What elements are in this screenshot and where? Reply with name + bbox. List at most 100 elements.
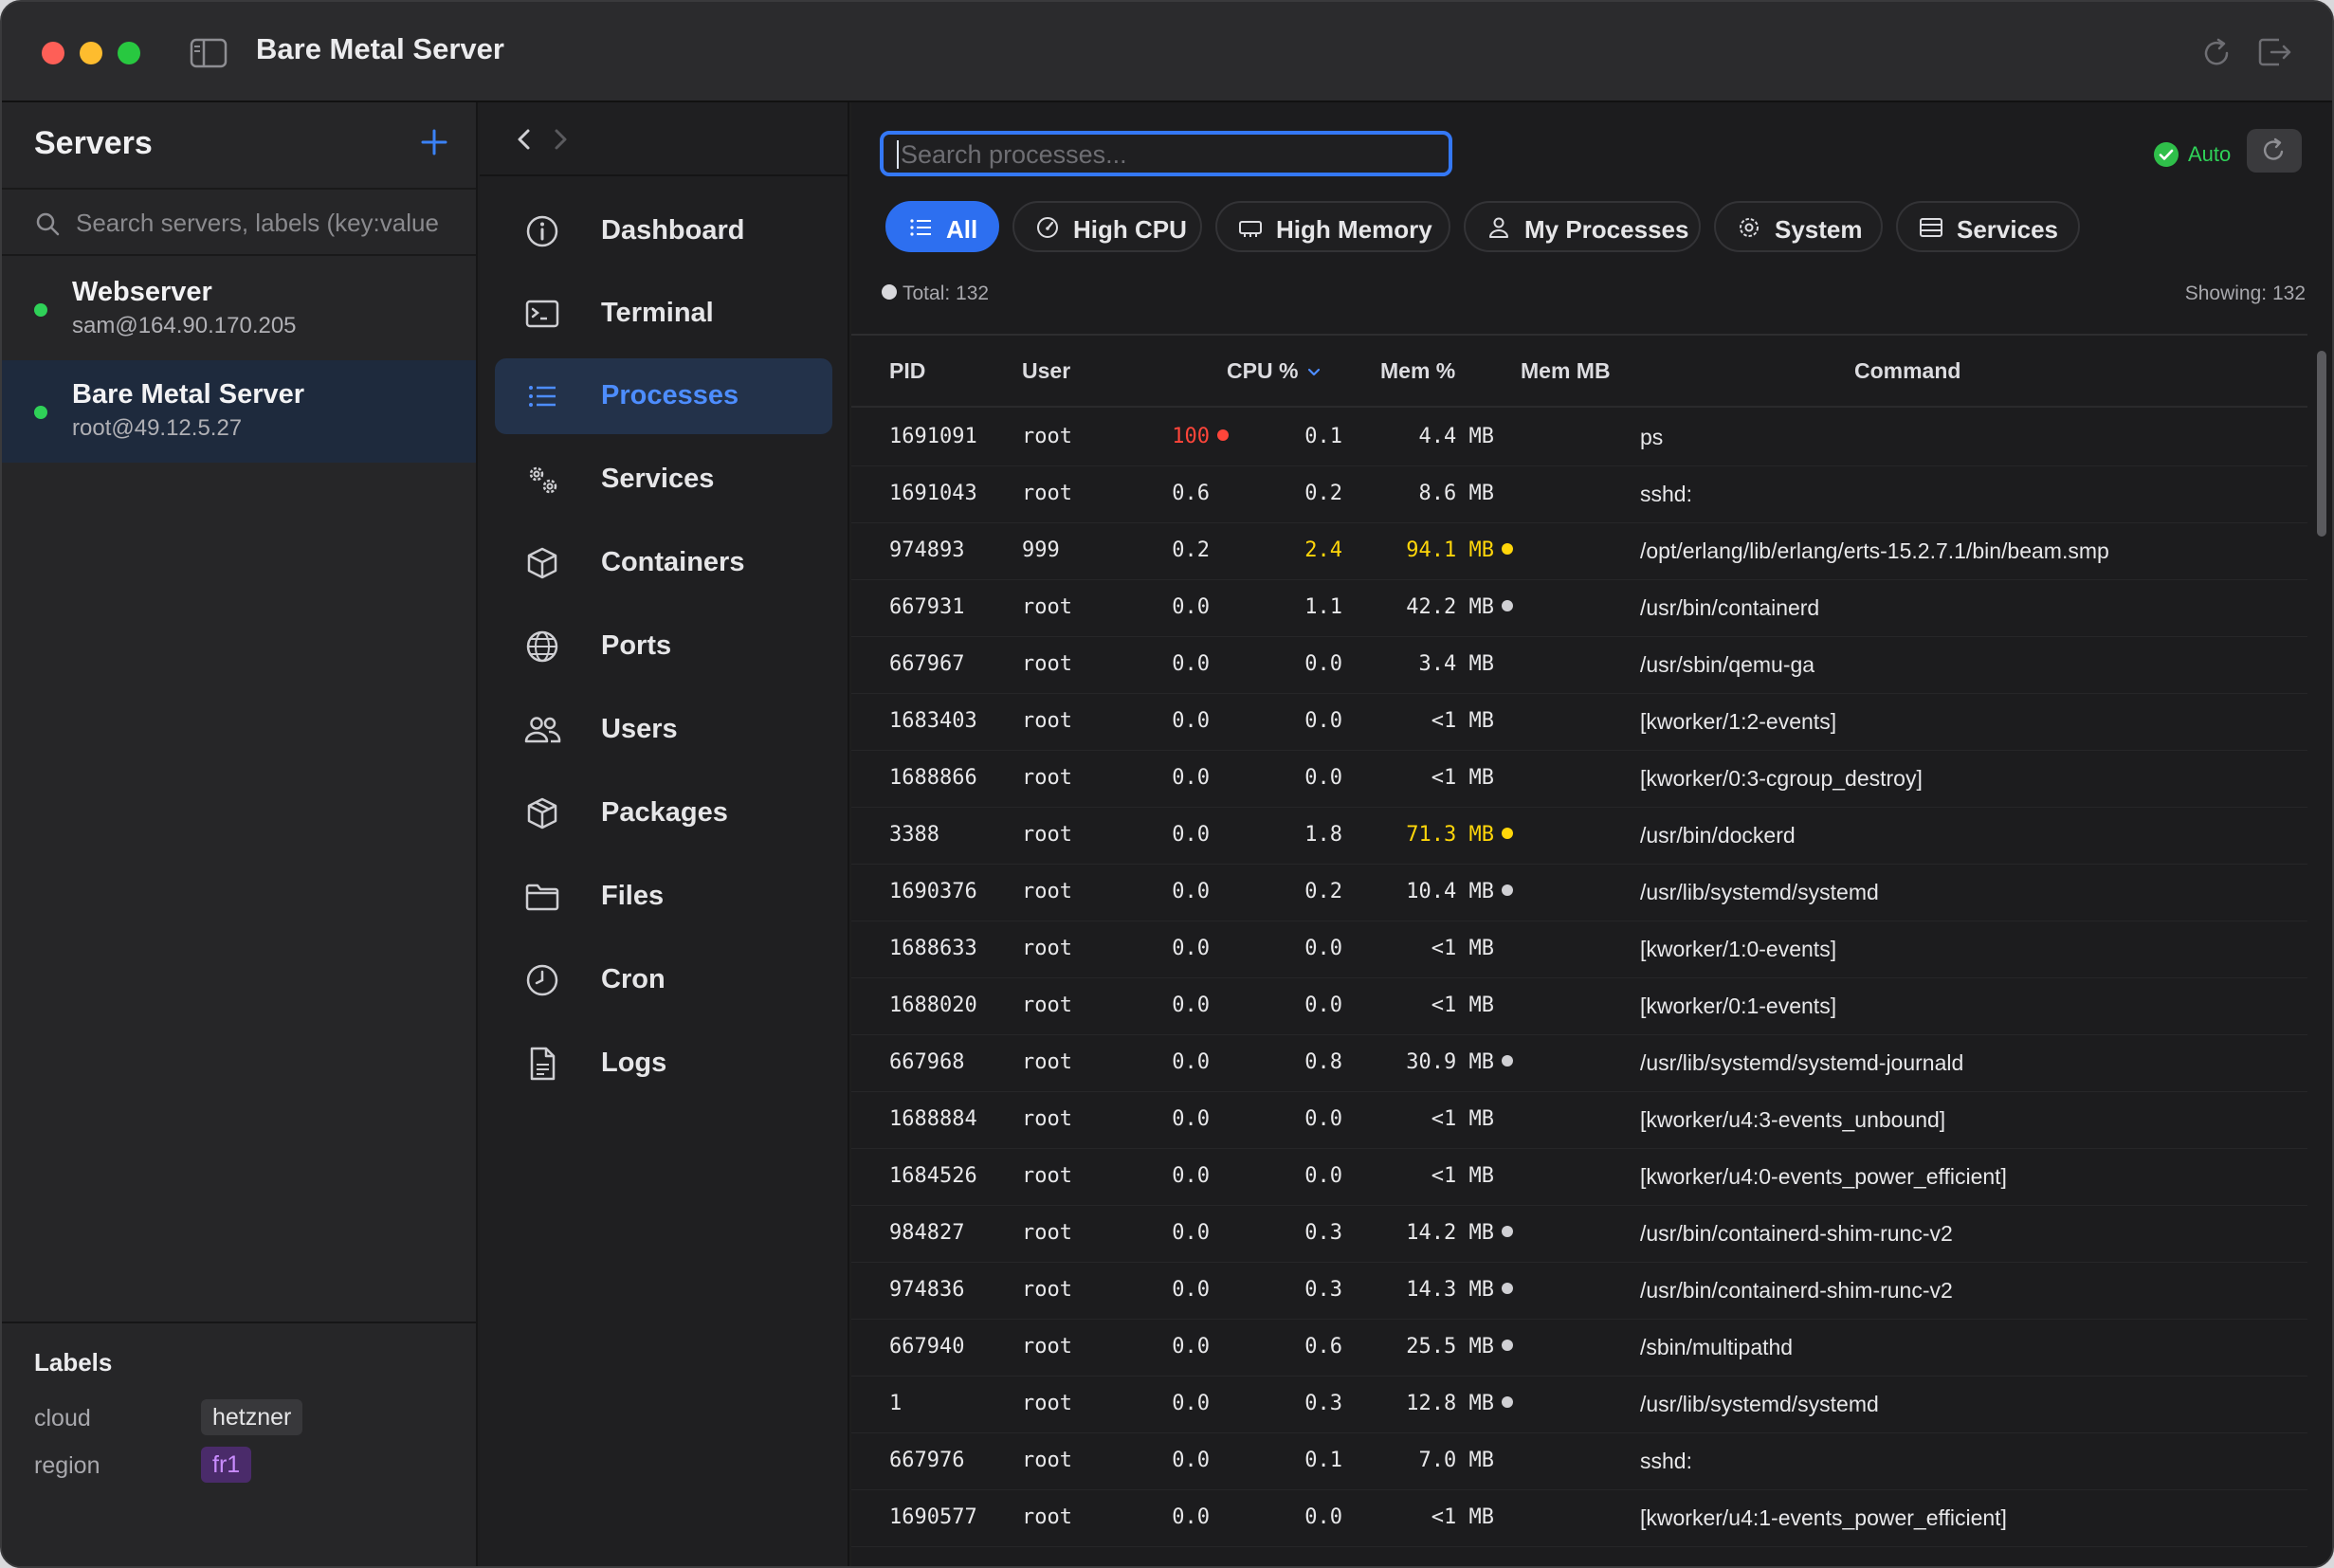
nav-item-services[interactable]: Services: [495, 442, 832, 518]
folder-icon: [525, 884, 559, 911]
cell-mem: 0.0: [1304, 766, 1342, 790]
nav-item-files[interactable]: Files: [495, 859, 832, 935]
cell-mem: 2.4: [1304, 538, 1342, 562]
table-row[interactable]: 1684526 root 0.0 0.0 <1 MB [kworker/u4:0-even…: [851, 1149, 2307, 1206]
cell-command: /usr/sbin/qemu-ga: [1640, 652, 1815, 677]
labels-heading: Labels: [34, 1348, 113, 1377]
refresh-icon[interactable]: [2197, 34, 2235, 72]
cell-command: /usr/bin/containerd-shim-runc-v2: [1640, 1221, 1953, 1246]
cell-mem: 0.6: [1304, 1335, 1342, 1358]
cell-cpu: 0.0: [1172, 709, 1210, 733]
cell-pid: 667976: [889, 1449, 965, 1472]
nav-item-users[interactable]: Users: [495, 692, 832, 768]
filter-services[interactable]: Services: [1896, 201, 2080, 252]
table-row[interactable]: 1688884 root 0.0 0.0 <1 MB [kworker/u4:3-even…: [851, 1092, 2307, 1149]
table-row[interactable]: 1 root 0.0 0.3 12.8 MB/usr/lib/systemd/syste…: [851, 1377, 2307, 1433]
process-search-input[interactable]: Search processes...: [901, 140, 1127, 169]
mem-mb-value: <1 MB: [1431, 994, 1494, 1017]
table-row[interactable]: 984827 root 0.0 0.3 14.2 MB/usr/bin/containe…: [851, 1206, 2307, 1263]
globe-icon: [526, 630, 558, 663]
gears-icon: [529, 466, 557, 494]
package-icon: [527, 797, 557, 830]
refresh-button[interactable]: [2247, 129, 2302, 173]
label-value-tag[interactable]: hetzner: [201, 1399, 303, 1435]
nav-item-processes[interactable]: Processes: [495, 358, 832, 434]
mem-mb-value: <1 MB: [1431, 709, 1494, 733]
filter-high-cpu[interactable]: High CPU: [1012, 201, 1202, 252]
filter-label: All: [946, 215, 978, 244]
table-row[interactable]: 667940 root 0.0 0.6 25.5 MB/sbin/multipathd: [851, 1320, 2307, 1377]
column-header-pid[interactable]: PID: [889, 358, 926, 383]
process-table: PID User CPU % Mem % Mem MB Command 1691…: [851, 334, 2307, 1566]
table-row[interactable]: 1690577 root 0.0 0.0 <1 MB [kworker/u4:1-even…: [851, 1490, 2307, 1547]
table-row[interactable]: 1688020 root 0.0 0.0 <1 MB [kworker/0:1-event…: [851, 978, 2307, 1035]
add-server-icon[interactable]: [415, 123, 453, 161]
nav-item-logs[interactable]: Logs: [495, 1026, 832, 1102]
cell-mem-mb: 30.9 MB: [1406, 1050, 1513, 1074]
table-row[interactable]: 667931 root 0.0 1.1 42.2 MB/usr/bin/containe…: [851, 580, 2307, 637]
chevron-right-icon[interactable]: [546, 123, 574, 155]
nav-item-containers[interactable]: Containers: [495, 525, 832, 601]
cell-cpu: 0.0: [1172, 1335, 1210, 1358]
table-row[interactable]: 974893 999 0.2 2.4 94.1 MB/opt/erlang/lib/er…: [851, 523, 2307, 580]
table-row[interactable]: 1691043 root 0.6 0.2 8.6 MB sshd:: [851, 466, 2307, 523]
cell-user: root: [1022, 1278, 1072, 1302]
mem-mb-value: 14.2 MB: [1406, 1221, 1494, 1245]
nav-item-cron[interactable]: Cron: [495, 942, 832, 1018]
cpu-value: 100: [1172, 425, 1210, 448]
column-header-user[interactable]: User: [1022, 358, 1071, 383]
cell-cpu: 0.0: [1172, 652, 1210, 676]
mem-mb-value: 71.3 MB: [1406, 823, 1494, 847]
filter-label: My Processes: [1524, 215, 1689, 244]
nav-item-dashboard[interactable]: Dashboard: [495, 193, 832, 269]
table-row[interactable]: 1691091 root 100 0.1 4.4 MB ps: [851, 410, 2307, 466]
server-item-webserver[interactable]: Webserver sam@164.90.170.205: [2, 258, 476, 360]
cell-pid: 984827: [889, 1221, 965, 1245]
filter-high-memory[interactable]: High Memory: [1215, 201, 1450, 252]
table-row[interactable]: 1683403 root 0.0 0.0 <1 MB [kworker/1:2-event…: [851, 694, 2307, 751]
table-row[interactable]: 3388 root 0.0 1.8 71.3 MB/usr/bin/dockerd: [851, 808, 2307, 865]
sidebar-toggle-icon[interactable]: [190, 38, 228, 68]
chevron-left-icon[interactable]: [510, 123, 538, 155]
table-row[interactable]: 1688866 root 0.0 0.0 <1 MB [kworker/0:3-cgrou…: [851, 751, 2307, 808]
filter-all[interactable]: All: [885, 201, 999, 252]
table-row[interactable]: 667967 root 0.0 0.0 3.4 MB/usr/sbin/qemu-ga: [851, 637, 2307, 694]
memory-level-dot: [1502, 1396, 1513, 1408]
memory-level-dot: [1502, 1283, 1513, 1294]
cell-mem-mb: <1 MB: [1431, 766, 1494, 790]
table-row[interactable]: 1688633 root 0.0 0.0 <1 MB [kworker/1:0-event…: [851, 921, 2307, 978]
column-header-command[interactable]: Command: [1854, 358, 1961, 383]
server-search[interactable]: Search servers, labels (key:value: [2, 188, 476, 256]
cpu-value: 0.0: [1172, 1505, 1210, 1529]
process-search-field[interactable]: Search processes...: [880, 131, 1452, 176]
cpu-value: 0.0: [1172, 823, 1210, 847]
table-row[interactable]: 974836 root 0.0 0.3 14.3 MB/usr/bin/containe…: [851, 1263, 2307, 1320]
nav-item-terminal[interactable]: Terminal: [495, 276, 832, 352]
zoom-window-button[interactable]: [118, 42, 140, 64]
cell-user: root: [1022, 994, 1072, 1017]
column-header-mem[interactable]: Mem %: [1380, 358, 1456, 383]
minimize-window-button[interactable]: [80, 42, 102, 64]
scroll-thumb[interactable]: [2317, 351, 2326, 537]
nav-item-ports[interactable]: Ports: [495, 609, 832, 684]
cell-pid: 1683403: [889, 709, 977, 733]
column-header-mem-mb[interactable]: Mem MB: [1521, 358, 1611, 383]
server-search-input[interactable]: Search servers, labels (key:value: [76, 209, 439, 237]
mem-mb-value: 4.4 MB: [1418, 425, 1494, 448]
disconnect-icon[interactable]: [2254, 32, 2294, 72]
filter-my-processes[interactable]: My Processes: [1464, 201, 1701, 252]
label-value-tag[interactable]: fr1: [201, 1447, 252, 1483]
table-row[interactable]: 1690376 root 0.0 0.2 10.4 MB/usr/lib/systemd…: [851, 865, 2307, 921]
filter-label: System: [1775, 215, 1863, 244]
list-icon: [529, 386, 556, 407]
table-row[interactable]: 667976 root 0.0 0.1 7.0 MB sshd:: [851, 1433, 2307, 1490]
table-scrollbar[interactable]: [2313, 337, 2330, 1566]
server-item-bare-metal[interactable]: Bare Metal Server root@49.12.5.27: [2, 360, 476, 463]
cell-cpu: 0.0: [1172, 1278, 1210, 1302]
cell-user: root: [1022, 823, 1072, 847]
column-header-cpu[interactable]: CPU %: [1227, 358, 1322, 384]
filter-system[interactable]: System: [1714, 201, 1883, 252]
table-row[interactable]: 667968 root 0.0 0.8 30.9 MB/usr/lib/systemd/…: [851, 1035, 2307, 1092]
nav-item-packages[interactable]: Packages: [495, 775, 832, 851]
close-window-button[interactable]: [42, 42, 64, 64]
